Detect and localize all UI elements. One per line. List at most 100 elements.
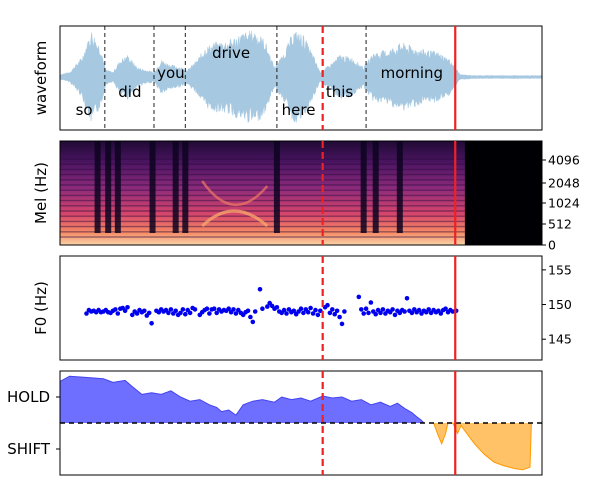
mel-ytick-label: 512 xyxy=(548,217,572,232)
turn-ytick-label: SHIFT xyxy=(7,440,51,458)
f0-frame xyxy=(59,255,543,361)
f0-point xyxy=(339,321,345,327)
f0-point xyxy=(233,311,239,316)
f0-point xyxy=(334,308,340,314)
f0-point xyxy=(250,319,256,325)
mel-formant xyxy=(201,209,269,228)
f0-point xyxy=(380,307,386,312)
mel-gap xyxy=(396,141,403,233)
waveform-ylabel: waveform xyxy=(32,41,50,116)
f0-points xyxy=(84,287,459,327)
f0-point xyxy=(392,312,398,318)
mel-panel: 4096 2048 1024 512 0 Mel (Hz) xyxy=(32,140,580,253)
hold-line xyxy=(60,375,425,424)
word-label: so xyxy=(76,101,93,119)
f0-ytick-label: 150 xyxy=(548,297,572,312)
turn-frame xyxy=(59,370,543,476)
word-label: here xyxy=(282,101,316,119)
mel-gap xyxy=(114,141,121,233)
f0-point xyxy=(313,307,318,313)
f0-point xyxy=(115,311,121,316)
f0-point xyxy=(368,300,374,305)
f0-point xyxy=(284,311,289,316)
f0-point xyxy=(318,308,323,314)
f0-point xyxy=(274,305,280,310)
f0-point xyxy=(438,311,444,316)
f0-point xyxy=(325,302,330,308)
f0-point xyxy=(260,306,265,312)
mel-frame xyxy=(59,140,543,246)
f0-point xyxy=(356,294,362,300)
f0-point xyxy=(134,311,140,316)
f0-point xyxy=(378,310,383,316)
mel-yticks: 4096 2048 1024 512 0 xyxy=(542,153,580,253)
f0-point xyxy=(342,309,347,314)
mel-gap xyxy=(360,141,367,233)
f0-point xyxy=(337,314,342,320)
mel-gap xyxy=(105,141,112,233)
f0-point xyxy=(416,307,422,313)
f0-point xyxy=(301,310,306,316)
word-label: you xyxy=(157,64,185,82)
f0-point xyxy=(265,304,270,309)
hold-area xyxy=(60,376,424,423)
f0-point xyxy=(226,306,231,312)
f0-point xyxy=(291,308,297,314)
f0-point xyxy=(166,310,171,316)
word-label: did xyxy=(118,83,141,101)
f0-point xyxy=(308,305,313,311)
turn-yticks: HOLD SHIFT xyxy=(7,388,60,458)
mel-ylabel: Mel (Hz) xyxy=(32,162,50,224)
f0-point xyxy=(366,310,371,316)
f0-point xyxy=(248,314,253,320)
f0-point xyxy=(402,309,407,314)
mel-ytick-label: 4096 xyxy=(548,153,580,168)
turn-areas xyxy=(60,375,542,471)
f0-ytick-label: 155 xyxy=(548,262,572,277)
f0-point xyxy=(330,307,335,312)
f0-point xyxy=(173,308,178,314)
f0-point xyxy=(125,305,130,310)
waveform-envelope xyxy=(60,30,542,123)
mel-gap xyxy=(94,141,101,233)
f0-point xyxy=(252,309,258,314)
f0-point xyxy=(180,307,186,312)
f0-point xyxy=(211,306,217,312)
f0-point xyxy=(84,311,89,316)
f0-point xyxy=(142,308,147,314)
waveform-frame xyxy=(59,25,543,131)
f0-point xyxy=(192,307,198,312)
f0-point xyxy=(178,310,183,316)
word-label: morning xyxy=(381,64,443,82)
mel-gap xyxy=(182,141,189,233)
f0-point xyxy=(361,311,367,316)
f0-point xyxy=(231,307,236,312)
shift-area xyxy=(433,423,532,470)
shift-line xyxy=(433,422,532,471)
f0-point xyxy=(332,311,338,317)
f0-point xyxy=(214,310,219,316)
f0-point xyxy=(390,307,395,312)
mel-gap xyxy=(172,141,179,233)
f0-ylabel: F0 (Hz) xyxy=(32,281,50,335)
f0-point xyxy=(245,308,251,314)
mel-ytick-label: 0 xyxy=(548,238,556,253)
f0-ytick-label: 145 xyxy=(548,332,572,347)
f0-point xyxy=(359,307,364,312)
f0-point xyxy=(404,296,410,301)
mel-gap xyxy=(149,141,156,233)
f0-point xyxy=(122,308,128,314)
mel-gap xyxy=(372,141,379,233)
f0-point xyxy=(426,307,432,312)
f0-point xyxy=(409,310,415,316)
f0-point xyxy=(281,307,287,313)
f0-point xyxy=(363,306,369,312)
f0-point xyxy=(310,311,316,316)
f0-point xyxy=(130,312,135,318)
f0-point xyxy=(113,307,118,312)
mel-ytick-label: 2048 xyxy=(548,176,580,191)
f0-point xyxy=(327,310,333,316)
f0-point xyxy=(305,309,311,315)
